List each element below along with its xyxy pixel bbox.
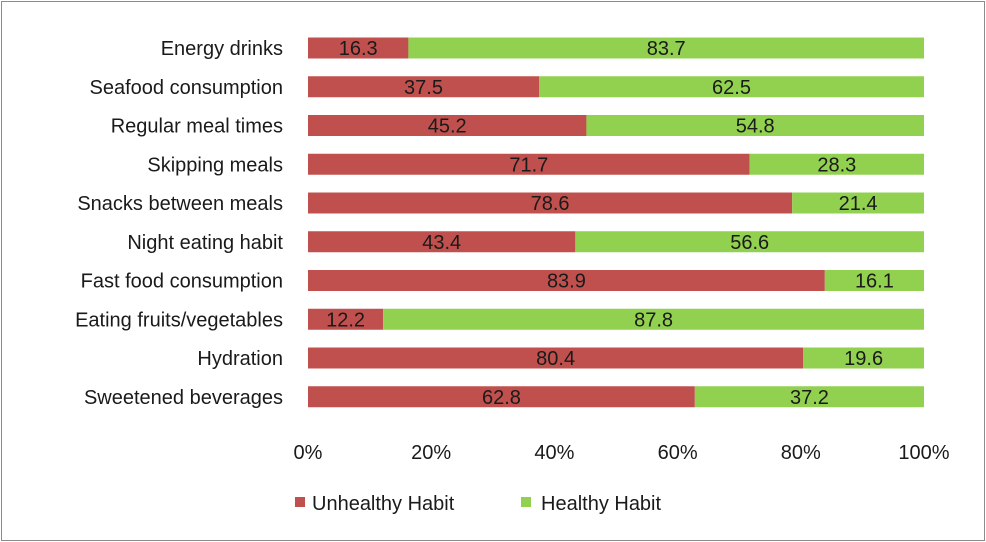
data-label: 83.9 (547, 271, 586, 293)
data-label: 21.4 (839, 193, 878, 215)
data-label: 54.8 (736, 116, 775, 138)
data-label: 83.7 (647, 38, 686, 60)
data-label: 16.1 (855, 271, 894, 293)
data-label: 45.2 (428, 116, 467, 138)
data-label: 62.5 (712, 77, 751, 99)
unhealthy-bar-segment (308, 386, 695, 408)
legend-swatch-unhealthy (295, 497, 305, 507)
data-label: 56.6 (730, 232, 769, 254)
data-label: 43.4 (422, 232, 461, 254)
category-label: Sweetened beverages (84, 387, 283, 409)
healthy-bar-segment (539, 76, 924, 98)
healthy-bar-segment (792, 192, 924, 214)
data-label: 87.8 (634, 309, 673, 331)
healthy-bar-segment (383, 308, 925, 330)
unhealthy-bar-segment (308, 115, 587, 136)
unhealthy-bar-segment (308, 192, 793, 214)
legend-label-unhealthy: Unhealthy Habit (312, 493, 455, 515)
category-label: Regular meal times (111, 116, 283, 138)
category-label: Skipping meals (147, 154, 283, 176)
data-label: 62.8 (482, 387, 521, 409)
data-label: 37.2 (790, 387, 829, 409)
category-label: Seafood consumption (90, 77, 283, 99)
data-label: 12.2 (326, 309, 365, 331)
healthy-bar-segment (575, 231, 924, 253)
healthy-bar-segment (803, 347, 924, 369)
unhealthy-bar-segment (308, 347, 804, 369)
data-label: 16.3 (339, 38, 378, 60)
unhealthy-bar-segment (308, 231, 576, 253)
category-label: Energy drinks (161, 38, 283, 60)
x-tick-label: 20% (411, 442, 451, 464)
data-label: 28.3 (817, 154, 856, 176)
legend-swatch-healthy (521, 497, 531, 507)
unhealthy-bar-segment (308, 37, 409, 59)
category-label: Snacks between meals (77, 193, 283, 215)
category-label: Eating fruits/vegetables (75, 309, 283, 331)
x-tick-label: 100% (898, 442, 949, 464)
legend-label-healthy: Healthy Habit (541, 493, 662, 515)
data-label: 71.7 (509, 154, 548, 176)
x-tick-label: 80% (781, 442, 821, 464)
category-label: Hydration (197, 348, 283, 370)
data-label: 80.4 (536, 348, 575, 370)
unhealthy-bar-segment (308, 308, 384, 330)
unhealthy-bar-segment (308, 153, 750, 175)
x-tick-label: 0% (294, 442, 323, 464)
category-label: Night eating habit (127, 232, 283, 254)
data-label: 78.6 (531, 193, 570, 215)
data-label: 19.6 (844, 348, 883, 370)
healthy-bar-segment (694, 386, 924, 408)
data-label: 37.5 (404, 77, 443, 99)
x-tick-label: 60% (658, 442, 698, 464)
healthy-bar-segment (408, 37, 925, 59)
healthy-bar-segment (586, 115, 924, 136)
category-label: Fast food consumption (81, 271, 283, 293)
healthy-bar-segment (749, 153, 924, 175)
x-tick-label: 40% (534, 442, 574, 464)
unhealthy-bar-segment (308, 270, 825, 291)
healthy-bar-segment (824, 270, 924, 291)
unhealthy-bar-segment (308, 76, 539, 98)
